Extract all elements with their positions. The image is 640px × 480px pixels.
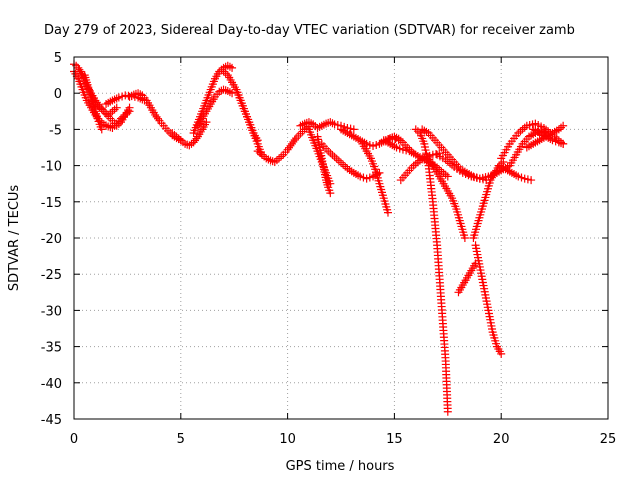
y-tick-label: -30 (41, 304, 62, 319)
data-point (326, 149, 335, 158)
y-tick-label: -40 (41, 377, 62, 392)
series-arc-27 (471, 241, 506, 358)
grid-lines (74, 57, 608, 419)
series-arc-4 (91, 100, 134, 130)
series-arc-15 (313, 132, 335, 198)
data-point (202, 118, 211, 127)
chart-title: Day 279 of 2023, Sidereal Day-to-day VTE… (44, 23, 575, 38)
series-arc-22 (411, 125, 452, 416)
series-arc-11 (232, 85, 262, 145)
data-point (527, 176, 536, 185)
y-axis-label: SDTVAR / TECUs (7, 185, 22, 292)
y-tick-label: -20 (41, 232, 62, 247)
data-point (518, 125, 527, 134)
data-point (97, 125, 106, 134)
data-point (443, 407, 452, 416)
data-point (334, 156, 343, 165)
y-tick-label: -45 (41, 413, 62, 428)
y-tick-labels: 5 0 -5 -10 -15 -20 -25 -30 -35 -40 -45 (41, 51, 62, 428)
x-tick-label: 5 (177, 432, 185, 447)
data-point (460, 234, 469, 242)
data-point (228, 89, 237, 98)
data-point (228, 63, 237, 72)
data-point (339, 160, 348, 169)
data-point (277, 152, 286, 161)
y-tick-label: -25 (41, 268, 62, 283)
data-point (253, 136, 262, 145)
data-series (70, 60, 568, 416)
data-point (176, 136, 185, 145)
data-point (223, 61, 232, 70)
data-point (255, 148, 264, 157)
series-arc-3 (80, 71, 106, 134)
data-point (110, 105, 119, 114)
data-point (106, 114, 115, 123)
axis-ticks (73, 56, 609, 420)
data-point (221, 69, 230, 78)
x-tick-label: 15 (386, 432, 403, 447)
series-arc-24 (422, 150, 469, 242)
data-point (296, 129, 305, 138)
x-tick-label: 10 (279, 432, 296, 447)
series-arc-9 (193, 85, 237, 130)
data-point (192, 134, 201, 143)
data-point (516, 127, 525, 136)
data-point (330, 152, 339, 161)
data-point (112, 103, 121, 112)
x-tick-label: 25 (600, 432, 617, 447)
series-arc-7 (168, 118, 211, 150)
x-tick-labels: 0 5 10 15 20 25 (70, 432, 616, 447)
data-point (443, 172, 452, 181)
series-arc-33 (529, 125, 568, 148)
data-point (328, 119, 337, 128)
x-axis-label: GPS time / hours (286, 459, 395, 474)
data-point (559, 139, 568, 148)
data-point (225, 62, 234, 71)
y-tick-label: 5 (54, 51, 62, 66)
data-point (290, 136, 299, 145)
series-arc-30 (495, 161, 536, 185)
data-point (168, 129, 177, 138)
data-point (497, 349, 506, 358)
series-arc-14 (304, 125, 335, 188)
data-point (443, 157, 452, 166)
data-point (332, 154, 341, 163)
data-point (125, 103, 134, 112)
data-point (223, 87, 232, 96)
data-point (272, 156, 281, 165)
data-point (298, 127, 307, 136)
series-arc-10 (219, 67, 266, 159)
data-point (328, 150, 337, 159)
x-tick-label: 0 (70, 432, 78, 447)
data-point (445, 159, 454, 168)
y-tick-label: -10 (41, 160, 62, 175)
data-point (294, 131, 303, 140)
data-point (349, 125, 358, 134)
y-tick-label: -15 (41, 196, 62, 211)
data-point (407, 147, 416, 156)
y-tick-label: -35 (41, 341, 62, 356)
series-arc-20 (381, 132, 416, 156)
data-point (383, 208, 392, 217)
data-point (326, 189, 335, 198)
data-point (154, 114, 163, 123)
x-tick-label: 20 (493, 432, 510, 447)
y-tick-label: 0 (54, 87, 62, 102)
data-point (559, 121, 568, 130)
y-tick-label: -5 (49, 123, 62, 138)
series-arc-26 (454, 259, 480, 297)
series-arc-18 (358, 139, 392, 217)
